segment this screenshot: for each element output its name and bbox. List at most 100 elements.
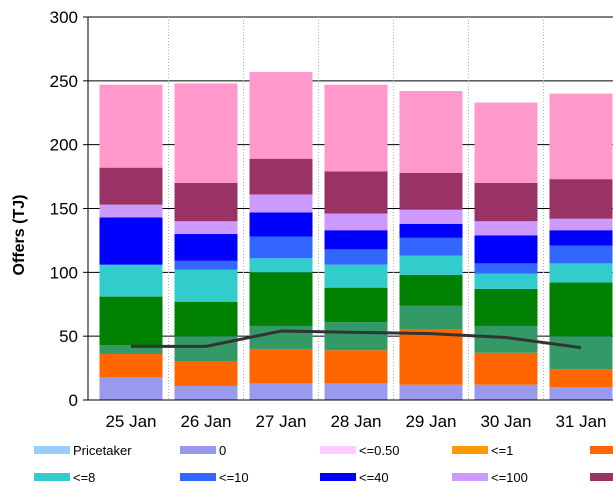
bar-segment-2-4 bbox=[249, 348, 313, 384]
y-tick-label-3: 150 bbox=[50, 200, 78, 219]
bar-segment-2-1 bbox=[249, 383, 313, 400]
bar-segment-2-12 bbox=[249, 71, 313, 159]
bar-segment-3-6 bbox=[324, 287, 388, 323]
bar-segment-0-5 bbox=[99, 345, 163, 355]
x-tick-label-5: 30 Jan bbox=[480, 412, 531, 431]
bar-segment-5-9 bbox=[474, 235, 538, 264]
bar-segment-3-1 bbox=[324, 383, 388, 400]
legend-swatch-3 bbox=[452, 446, 488, 454]
bar-segment-4-1 bbox=[399, 384, 463, 400]
bar-segment-1-9 bbox=[174, 234, 238, 261]
x-tick-label-1: 26 Jan bbox=[180, 412, 231, 431]
legend-label-5: <=8 bbox=[73, 470, 95, 485]
bar-segment-5-6 bbox=[474, 288, 538, 326]
bars bbox=[99, 71, 613, 400]
bar-segment-5-4 bbox=[474, 352, 538, 385]
bar-segment-4-6 bbox=[399, 274, 463, 306]
legend-label-3: <=1 bbox=[491, 443, 513, 458]
bar-segment-1-6 bbox=[174, 301, 238, 337]
y-tick-label-5: 250 bbox=[50, 72, 78, 91]
bar-segment-3-11 bbox=[324, 171, 388, 214]
bar-segment-4-12 bbox=[399, 91, 463, 173]
y-tick-label-0: 0 bbox=[69, 391, 78, 410]
legend-swatch-2 bbox=[320, 446, 356, 454]
legend-swatch-1 bbox=[180, 446, 216, 454]
bar-segment-1-7 bbox=[174, 269, 238, 302]
bar-segment-5-10 bbox=[474, 221, 538, 236]
bar-segment-2-9 bbox=[249, 212, 313, 237]
bar-segment-2-6 bbox=[249, 272, 313, 326]
x-tick-label-0: 25 Jan bbox=[105, 412, 156, 431]
y-tick-labels: 0 50 100 150 200 250 300 bbox=[50, 8, 78, 410]
bar-segment-3-8 bbox=[324, 249, 388, 265]
bar-segment-4-8 bbox=[399, 237, 463, 256]
legend-swatch-6 bbox=[180, 473, 216, 481]
bar-segment-5-12 bbox=[474, 102, 538, 183]
bar-segment-5-11 bbox=[474, 182, 538, 222]
bar-segment-4-9 bbox=[399, 223, 463, 238]
bar-segment-6-11 bbox=[549, 179, 613, 219]
legend-label-8: <=100 bbox=[491, 470, 528, 485]
legend-label-1: 0 bbox=[219, 443, 226, 458]
bar-segment-1-1 bbox=[174, 385, 238, 400]
bar-segment-5-8 bbox=[474, 263, 538, 274]
bar-segment-1-11 bbox=[174, 182, 238, 222]
bar-segment-4-4 bbox=[399, 329, 463, 385]
bar-segment-6-9 bbox=[549, 230, 613, 246]
bar-segment-2-5 bbox=[249, 325, 313, 349]
bar-segment-0-11 bbox=[99, 167, 163, 205]
bar-segment-6-6 bbox=[549, 282, 613, 337]
bar-segment-3-12 bbox=[324, 84, 388, 172]
legend-swatch-0 bbox=[34, 446, 70, 454]
bar-segment-5-1 bbox=[474, 384, 538, 400]
bar-segment-6-7 bbox=[549, 263, 613, 283]
bar-segment-4-10 bbox=[399, 209, 463, 224]
bar-segment-4-5 bbox=[399, 305, 463, 330]
bar-segment-3-5 bbox=[324, 322, 388, 351]
bar-segment-0-7 bbox=[99, 264, 163, 297]
x-tick-label-4: 29 Jan bbox=[405, 412, 456, 431]
x-tick-labels: 25 Jan 26 Jan 27 Jan 28 Jan 29 Jan 30 Jan 31 J… bbox=[105, 412, 606, 431]
bar-segment-4-7 bbox=[399, 255, 463, 275]
bar-segment-6-8 bbox=[549, 245, 613, 264]
bar-segment-2-11 bbox=[249, 158, 313, 195]
legend-swatch-9 bbox=[590, 473, 613, 481]
bar-segment-0-10 bbox=[99, 204, 163, 218]
bar-segment-2-10 bbox=[249, 194, 313, 213]
bar-segment-3-7 bbox=[324, 264, 388, 288]
legend-label-2: <=0.50 bbox=[359, 443, 400, 458]
bar-segment-6-1 bbox=[549, 387, 613, 400]
bar-segment-1-5 bbox=[174, 336, 238, 362]
bar-segment-5-7 bbox=[474, 273, 538, 289]
bar-segment-3-4 bbox=[324, 350, 388, 384]
bar-segment-0-1 bbox=[99, 377, 163, 400]
bar-segment-6-10 bbox=[549, 218, 613, 231]
bar-segment-0-12 bbox=[99, 84, 163, 168]
legend-label-0: Pricetaker bbox=[73, 443, 132, 458]
bar-segment-1-12 bbox=[174, 83, 238, 183]
bar-segment-0-4 bbox=[99, 354, 163, 378]
bar-segment-6-12 bbox=[549, 93, 613, 180]
bar-segment-1-8 bbox=[174, 260, 238, 270]
y-tick-label-4: 200 bbox=[50, 136, 78, 155]
axes bbox=[83, 16, 613, 401]
legend-swatch-7 bbox=[320, 473, 356, 481]
legend-swatch-8 bbox=[452, 473, 488, 481]
bar-segment-4-11 bbox=[399, 172, 463, 210]
bar-segment-3-9 bbox=[324, 230, 388, 250]
legend-label-6: <=10 bbox=[219, 470, 249, 485]
y-tick-label-1: 50 bbox=[59, 327, 78, 346]
y-tick-label-6: 300 bbox=[50, 8, 78, 27]
y-tick-label-2: 100 bbox=[50, 263, 78, 282]
x-tick-label-6: 31 Jan bbox=[555, 412, 606, 431]
bar-segment-6-4 bbox=[549, 369, 613, 388]
bar-segment-3-10 bbox=[324, 213, 388, 231]
bar-segment-1-10 bbox=[174, 221, 238, 235]
bar-segment-2-8 bbox=[249, 236, 313, 259]
y-axis-label: Offers (TJ) bbox=[11, 195, 28, 276]
bar-segment-0-9 bbox=[99, 217, 163, 265]
bar-segment-0-6 bbox=[99, 296, 163, 346]
x-tick-label-2: 27 Jan bbox=[255, 412, 306, 431]
legend: Pricetaker 0 <=0.50 <=1 <=8 <=10 <=40 <=100 bbox=[34, 443, 613, 485]
